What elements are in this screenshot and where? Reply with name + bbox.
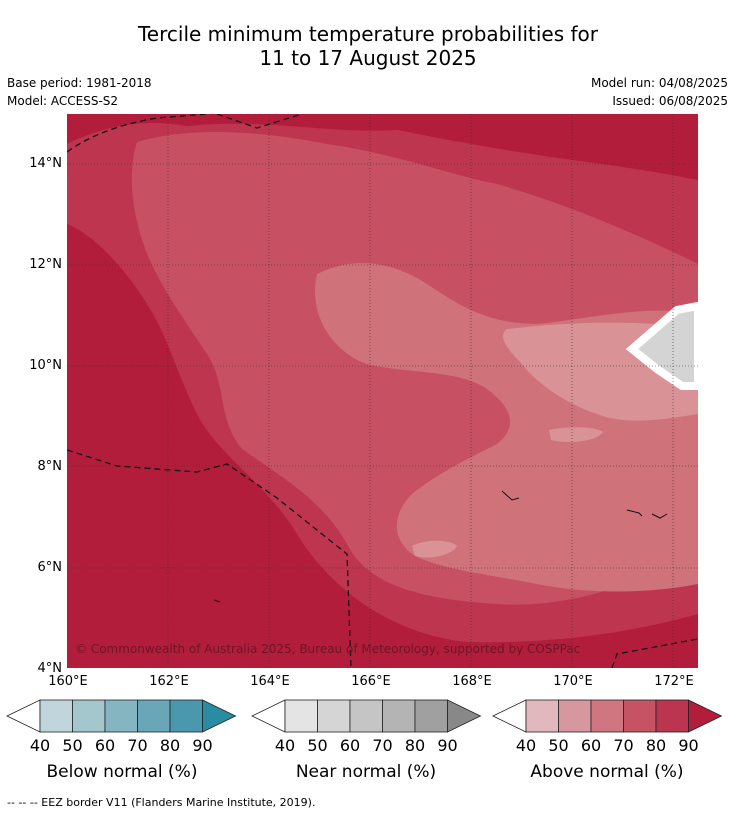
colorbar-below-tick: 40 <box>29 736 51 755</box>
colorbar-above-extend-high <box>688 699 723 733</box>
colorbar-above-tick: 40 <box>515 736 537 755</box>
map-canvas: © Commonwealth of Australia 2025, Bureau… <box>66 113 702 669</box>
colorbar-below <box>6 699 237 733</box>
colorbar-below-extend-high <box>202 699 237 733</box>
colorbar-below-label: Below normal (%) <box>46 762 198 782</box>
colorbar-below-tick: 80 <box>159 736 181 755</box>
colorbar-near-segment <box>382 699 416 733</box>
colorbar-above-tick: 50 <box>548 736 569 755</box>
colorbar-below-segment <box>72 699 106 733</box>
colorbar-near <box>251 699 482 733</box>
colorbar-above-segment <box>623 699 657 733</box>
colorbar-near-segment <box>349 699 383 733</box>
colorbar-above-tick: 80 <box>645 736 667 755</box>
colorbar-near-tick: 40 <box>274 736 296 755</box>
colorbar-near-tick: 70 <box>372 736 393 755</box>
colorbar-above-tick: 60 <box>580 736 602 755</box>
lat-label-14: 14°N <box>29 156 62 171</box>
lon-label-170: 170°E <box>553 674 593 689</box>
colorbar-above-tick: 70 <box>613 736 634 755</box>
colorbar-near-extend-low <box>251 699 286 733</box>
colorbar-near-tick: 90 <box>437 736 458 755</box>
colorbar-below-extend-low <box>6 699 41 733</box>
chart-title: Tercile minimum temperature probabilitie… <box>0 22 736 70</box>
lat-label-4: 4°N <box>37 661 63 676</box>
base-period: Base period: 1981-2018 <box>7 76 152 90</box>
colorbar-near-segment <box>317 699 351 733</box>
colorbar-above-segment <box>525 699 559 733</box>
colorbar-below-segment <box>137 699 171 733</box>
model-run: Model run: 04/08/2025 <box>590 76 728 90</box>
colorbar-above-label: Above normal (%) <box>530 762 684 782</box>
colorbar-near-tick: 80 <box>404 736 426 755</box>
colorbar-near-tick: 50 <box>307 736 328 755</box>
colorbar-near-tick: 60 <box>339 736 361 755</box>
colorbar-below-segment <box>104 699 138 733</box>
issued-date: Issued: 06/08/2025 <box>612 94 728 108</box>
eez-borders <box>66 113 699 669</box>
islands <box>213 490 668 603</box>
lon-label-168: 168°E <box>452 674 492 689</box>
zone-pocket-1 <box>412 540 457 558</box>
meta-left: Base period: 1981-2018 Model: ACCESS-S2 <box>7 74 152 110</box>
lon-label-172: 172°E <box>654 674 694 689</box>
lat-label-10: 10°N <box>29 358 62 373</box>
lon-label-164: 164°E <box>250 674 290 689</box>
colorbar-below-tick: 50 <box>62 736 83 755</box>
probability-map: © Commonwealth of Australia 2025, Bureau… <box>66 113 702 669</box>
colorbar-below-tick: 70 <box>127 736 148 755</box>
graticule <box>67 114 698 668</box>
lon-label-160: 160°E <box>48 674 88 689</box>
title-line-1: Tercile minimum temperature probabilitie… <box>137 22 599 46</box>
colorbar-near-segment <box>284 699 318 733</box>
colorbar-above <box>492 699 723 733</box>
colorbar-below-tick: 60 <box>94 736 116 755</box>
colorbar-above-tick: 90 <box>678 736 699 755</box>
colorbar-above-segment <box>590 699 624 733</box>
colorbar-above-segment <box>558 699 592 733</box>
lon-label-166: 166°E <box>351 674 391 689</box>
colorbar-below-segment <box>169 699 203 733</box>
colorbar-near-label: Near normal (%) <box>295 762 437 782</box>
colorbar-above-segment <box>655 699 689 733</box>
meta-right: Model run: 04/08/2025 Issued: 06/08/2025 <box>591 74 728 110</box>
colorbar-above-extend-low <box>492 699 527 733</box>
model-name: Model: ACCESS-S2 <box>7 94 119 108</box>
copyright-text: © Commonwealth of Australia 2025, Bureau… <box>75 642 580 656</box>
colorbar-below-tick: 90 <box>192 736 213 755</box>
colorbar-near-segment <box>414 699 448 733</box>
eez-footnote: -- -- -- EEZ border V11 (Flanders Marine… <box>7 796 316 809</box>
lat-label-12: 12°N <box>29 257 62 272</box>
lat-label-8: 8°N <box>37 459 63 474</box>
colorbar-near-extend-high <box>447 699 482 733</box>
title-line-2: 11 to 17 August 2025 <box>259 46 477 70</box>
zone-pocket-2 <box>549 427 603 442</box>
colorbars <box>6 699 723 733</box>
lon-label-162: 162°E <box>149 674 189 689</box>
lat-label-6: 6°N <box>37 560 63 575</box>
colorbar-below-segment <box>39 699 73 733</box>
